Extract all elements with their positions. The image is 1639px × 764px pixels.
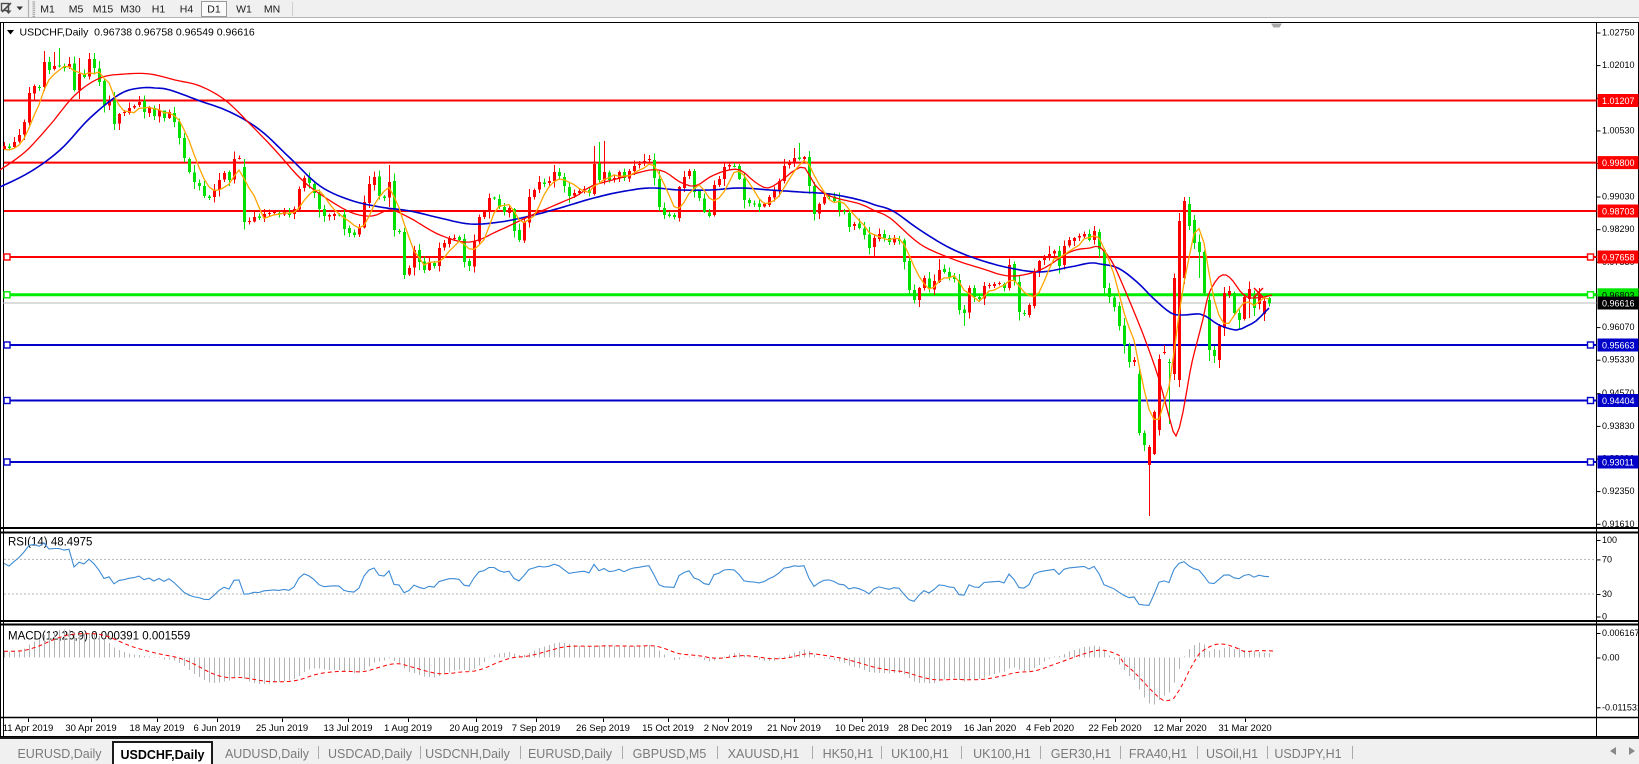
svg-text:21 Nov 2019: 21 Nov 2019 xyxy=(767,723,821,734)
svg-text:0.96616: 0.96616 xyxy=(1602,299,1635,309)
svg-text:0.93830: 0.93830 xyxy=(1602,421,1635,431)
svg-text:0.95663: 0.95663 xyxy=(1602,341,1635,351)
svg-text:15 Oct 2019: 15 Oct 2019 xyxy=(642,723,694,734)
svg-text:13 Jul 2019: 13 Jul 2019 xyxy=(323,723,372,734)
svg-text:0.006167: 0.006167 xyxy=(1602,628,1639,638)
svg-text:11 Apr 2019: 11 Apr 2019 xyxy=(3,723,54,734)
svg-text:25 Jun 2019: 25 Jun 2019 xyxy=(256,723,308,734)
svg-text:M5: M5 xyxy=(69,4,84,16)
svg-text:1.01207: 1.01207 xyxy=(1602,96,1635,106)
svg-text:0.97658: 0.97658 xyxy=(1602,253,1635,263)
svg-text:RSI(14) 48.4975: RSI(14) 48.4975 xyxy=(8,537,92,549)
svg-text:0.99030: 0.99030 xyxy=(1602,192,1635,202)
svg-text:0.98703: 0.98703 xyxy=(1602,207,1635,217)
svg-text:30: 30 xyxy=(1602,589,1612,599)
svg-text:20 Aug 2019: 20 Aug 2019 xyxy=(449,723,502,734)
svg-text:28 Dec 2019: 28 Dec 2019 xyxy=(898,723,952,734)
svg-text:MN: MN xyxy=(264,4,280,16)
svg-text:1.02750: 1.02750 xyxy=(1602,28,1635,38)
svg-text:10 Dec 2019: 10 Dec 2019 xyxy=(835,723,889,734)
svg-text:100: 100 xyxy=(1602,535,1617,545)
svg-text:2 Nov 2019: 2 Nov 2019 xyxy=(704,723,753,734)
svg-text:1.00530: 1.00530 xyxy=(1602,125,1635,135)
svg-text:30 Apr 2019: 30 Apr 2019 xyxy=(65,723,116,734)
svg-text:H4: H4 xyxy=(180,4,194,16)
svg-text:0: 0 xyxy=(1602,612,1607,622)
svg-text:M30: M30 xyxy=(120,4,141,16)
svg-text:USDCHF,Daily 0.96738 0.96758: USDCHF,Daily 0.96738 0.96758 0.96549 0.9… xyxy=(20,27,255,39)
svg-text:0.95330: 0.95330 xyxy=(1602,355,1635,365)
svg-text:0.92350: 0.92350 xyxy=(1602,486,1635,496)
svg-text:M1: M1 xyxy=(40,4,55,16)
svg-text:7 Sep 2019: 7 Sep 2019 xyxy=(512,723,561,734)
svg-text:1.02010: 1.02010 xyxy=(1602,60,1635,70)
svg-text:16 Jan 2020: 16 Jan 2020 xyxy=(964,723,1016,734)
svg-text:31 Mar 2020: 31 Mar 2020 xyxy=(1218,723,1271,734)
svg-text:0.99800: 0.99800 xyxy=(1602,158,1635,168)
svg-text:0.94570: 0.94570 xyxy=(1602,388,1635,398)
svg-text:H1: H1 xyxy=(152,4,166,16)
svg-text:4 Feb 2020: 4 Feb 2020 xyxy=(1026,723,1074,734)
svg-text:1 Aug 2019: 1 Aug 2019 xyxy=(384,723,432,734)
svg-text:0.96803: 0.96803 xyxy=(1602,290,1635,300)
svg-text:-0.011531: -0.011531 xyxy=(1602,702,1639,712)
svg-text:W1: W1 xyxy=(236,4,252,16)
svg-text:22 Feb 2020: 22 Feb 2020 xyxy=(1088,723,1141,734)
svg-text:0.91610: 0.91610 xyxy=(1602,519,1635,529)
svg-text:6 Jun 2019: 6 Jun 2019 xyxy=(193,723,240,734)
svg-text:0.00: 0.00 xyxy=(1602,653,1620,663)
svg-text:0.96070: 0.96070 xyxy=(1602,322,1635,332)
svg-text:0.94404: 0.94404 xyxy=(1602,396,1635,406)
svg-text:70: 70 xyxy=(1602,554,1612,564)
svg-text:0.98290: 0.98290 xyxy=(1602,224,1635,234)
svg-text:M15: M15 xyxy=(93,4,114,16)
svg-text:12 Mar 2020: 12 Mar 2020 xyxy=(1153,723,1206,734)
svg-text:26 Sep 2019: 26 Sep 2019 xyxy=(576,723,630,734)
svg-text:D1: D1 xyxy=(207,4,221,16)
svg-text:18 May 2019: 18 May 2019 xyxy=(130,723,185,734)
svg-text:0.93011: 0.93011 xyxy=(1602,458,1634,468)
